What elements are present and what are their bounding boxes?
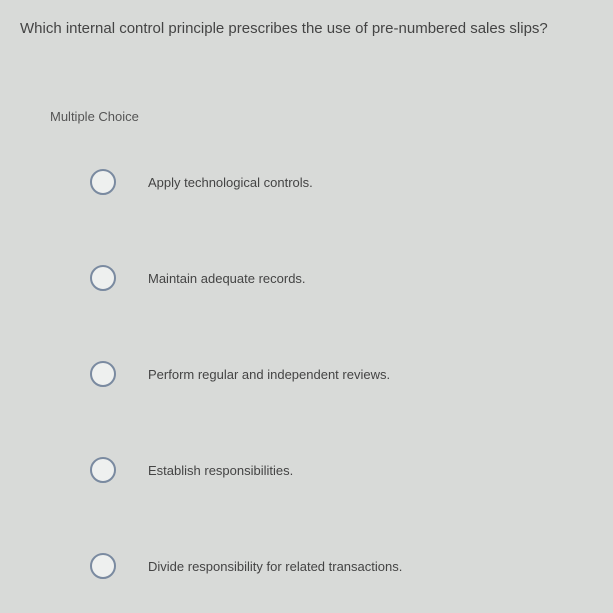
option-label: Divide responsibility for related transa… [148,559,402,574]
option-row[interactable]: Establish responsibilities. [90,457,593,483]
option-label: Perform regular and independent reviews. [148,367,390,382]
radio-icon[interactable] [90,553,116,579]
option-row[interactable]: Perform regular and independent reviews. [90,361,593,387]
option-row[interactable]: Apply technological controls. [90,169,593,195]
option-label: Apply technological controls. [148,175,313,190]
options-list: Apply technological controls. Maintain a… [90,169,593,579]
radio-icon[interactable] [90,265,116,291]
option-row[interactable]: Divide responsibility for related transa… [90,553,593,579]
option-label: Maintain adequate records. [148,271,306,286]
radio-icon[interactable] [90,457,116,483]
option-label: Establish responsibilities. [148,463,293,478]
radio-icon[interactable] [90,169,116,195]
question-text: Which internal control principle prescri… [20,18,593,39]
option-row[interactable]: Maintain adequate records. [90,265,593,291]
radio-icon[interactable] [90,361,116,387]
section-label: Multiple Choice [50,109,593,124]
